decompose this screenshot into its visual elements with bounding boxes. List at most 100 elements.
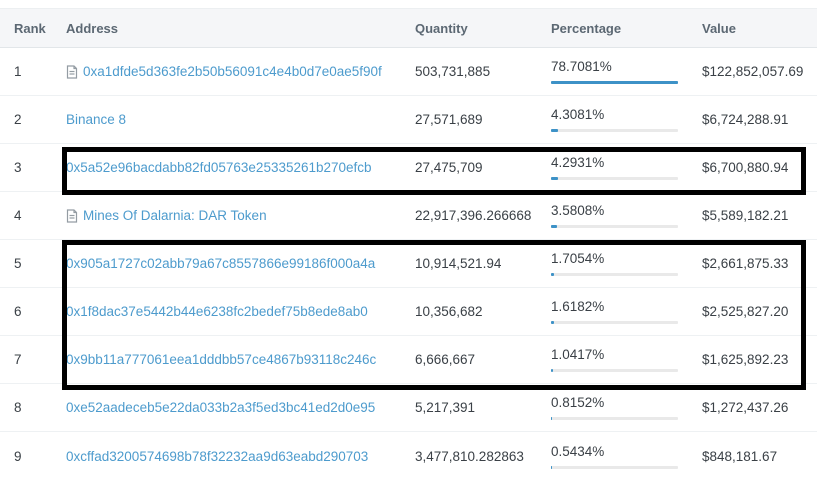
contract-document-icon <box>66 64 78 79</box>
percentage-cell: 4.2931% <box>551 144 702 191</box>
rank-cell: 3 <box>14 160 22 175</box>
value-cell: $122,852,057.69 <box>702 64 804 79</box>
quantity-cell: 27,475,709 <box>415 160 483 175</box>
address-link[interactable]: 0xe52aadeceb5e22da033b2a3f5ed3bc41ed2d0e… <box>66 400 376 415</box>
rank-cell: 9 <box>14 448 22 464</box>
value-cell: $1,625,892.23 <box>702 352 789 367</box>
rank-cell: 6 <box>14 304 22 319</box>
percentage-bar-fill <box>551 465 552 469</box>
table-row: 6 0x1f8dac37e5442b44e6238fc2bedef75b8ede… <box>0 288 817 336</box>
address-link[interactable]: 0xa1dfde5d363fe2b50b56091c4e4b0d7e0ae5f9… <box>83 64 382 79</box>
percentage-text: 0.8152% <box>551 395 605 410</box>
percentage-bar-fill <box>551 417 553 420</box>
table-row: 4 Mines Of Dalarnia: DAR Token 22,917,39… <box>0 192 817 240</box>
quantity-cell: 10,914,521.94 <box>415 256 502 271</box>
table-row: 5 0x905a1727c02abb79a67c8557866e99186f00… <box>0 240 817 288</box>
address-cell: Binance 8 <box>66 112 415 127</box>
table-row: 1 0xa1dfde5d363fe2b50b56091c4e4b0d7e0ae5… <box>0 48 817 96</box>
rank-cell: 2 <box>14 112 22 127</box>
header-value: Value <box>702 20 736 36</box>
table-body: 1 0xa1dfde5d363fe2b50b56091c4e4b0d7e0ae5… <box>0 48 817 480</box>
table-header-row: Rank Address Quantity Percentage Value <box>0 8 817 48</box>
rank-cell: 7 <box>14 352 22 367</box>
quantity-cell: 503,731,885 <box>415 64 491 79</box>
address-cell: 0xe52aadeceb5e22da033b2a3f5ed3bc41ed2d0e… <box>66 400 415 415</box>
value-cell: $2,661,875.33 <box>702 256 789 271</box>
percentage-cell: 0.8152% <box>551 384 702 431</box>
percentage-bar-track <box>551 129 678 132</box>
value-cell: $5,589,182.21 <box>702 208 789 223</box>
address-link[interactable]: 0x1f8dac37e5442b44e6238fc2bedef75b8ede8a… <box>66 304 368 319</box>
header-quantity: Quantity <box>415 20 468 36</box>
address-cell: Mines Of Dalarnia: DAR Token <box>66 208 415 223</box>
holders-table: Rank Address Quantity Percentage Value 1… <box>0 8 817 480</box>
percentage-bar-fill <box>551 369 553 372</box>
value-cell: $1,272,437.26 <box>702 400 789 415</box>
percentage-bar-track <box>551 81 678 84</box>
quantity-cell: 22,917,396.266668 <box>415 208 532 223</box>
percentage-text: 1.0417% <box>551 347 605 362</box>
address-cell: 0x905a1727c02abb79a67c8557866e99186f000a… <box>66 256 415 271</box>
address-cell: 0xa1dfde5d363fe2b50b56091c4e4b0d7e0ae5f9… <box>66 64 415 79</box>
percentage-cell: 1.0417% <box>551 336 702 383</box>
address-link[interactable]: 0x5a52e96bacdabb82fd05763e25335261b270ef… <box>66 160 372 175</box>
percentage-text: 1.7054% <box>551 251 605 266</box>
header-rank: Rank <box>14 20 46 36</box>
address-cell: 0xcffad3200574698b78f32232aa9d63eabd2907… <box>66 449 415 464</box>
quantity-cell: 10,356,682 <box>415 304 483 319</box>
address-link[interactable]: 0xcffad3200574698b78f32232aa9d63eabd2907… <box>66 448 369 464</box>
address-cell: 0x5a52e96bacdabb82fd05763e25335261b270ef… <box>66 160 415 175</box>
rank-cell: 5 <box>14 256 22 271</box>
percentage-cell: 3.5808% <box>551 192 702 239</box>
quantity-cell: 27,571,689 <box>415 112 483 127</box>
percentage-bar-fill <box>551 321 554 324</box>
value-cell: $2,525,827.20 <box>702 304 789 319</box>
percentage-text: 4.2931% <box>551 155 605 170</box>
quantity-cell: 5,217,391 <box>415 400 476 415</box>
percentage-text: 78.7081% <box>551 59 612 74</box>
value-cell: $6,700,880.94 <box>702 160 789 175</box>
quantity-cell: 6,666,667 <box>415 352 476 367</box>
percentage-bar-fill <box>551 273 554 276</box>
address-link[interactable]: 0x905a1727c02abb79a67c8557866e99186f000a… <box>66 256 376 271</box>
percentage-cell: 4.3081% <box>551 96 702 143</box>
rank-cell: 4 <box>14 208 22 223</box>
rank-cell: 1 <box>14 64 22 79</box>
percentage-cell: 1.7054% <box>551 240 702 287</box>
table-row: 2 Binance 8 27,571,689 4.3081% $6,724,28… <box>0 96 817 144</box>
percentage-bar-track <box>551 177 678 180</box>
percentage-cell: 0.5434% <box>551 432 702 480</box>
percentage-bar-fill <box>551 177 558 180</box>
percentage-bar-track <box>551 321 678 324</box>
address-link[interactable]: 0x9bb11a777061eea1dddbb57ce4867b93118c24… <box>66 352 377 367</box>
address-cell: 0x9bb11a777061eea1dddbb57ce4867b93118c24… <box>66 352 415 367</box>
header-percentage: Percentage <box>551 20 622 36</box>
table-row: 8 0xe52aadeceb5e22da033b2a3f5ed3bc41ed2d… <box>0 384 817 432</box>
percentage-bar-fill <box>551 81 678 84</box>
table-row: 3 0x5a52e96bacdabb82fd05763e25335261b270… <box>0 144 817 192</box>
rank-cell: 8 <box>14 400 22 415</box>
percentage-bar-track <box>551 369 678 372</box>
header-address: Address <box>66 20 119 36</box>
address-cell: 0x1f8dac37e5442b44e6238fc2bedef75b8ede8a… <box>66 304 415 319</box>
value-cell: $848,181.67 <box>702 448 778 464</box>
percentage-bar-track <box>551 417 678 420</box>
address-link[interactable]: Mines Of Dalarnia: DAR Token <box>83 208 267 223</box>
value-cell: $6,724,288.91 <box>702 112 789 127</box>
percentage-text: 0.5434% <box>551 443 605 459</box>
percentage-bar-fill <box>551 129 558 132</box>
percentage-text: 1.6182% <box>551 299 605 314</box>
percentage-cell: 78.7081% <box>551 48 702 95</box>
percentage-bar-track <box>551 225 678 228</box>
table-row: 7 0x9bb11a777061eea1dddbb57ce4867b93118c… <box>0 336 817 384</box>
percentage-bar-track <box>551 273 678 276</box>
percentage-bar-fill <box>551 225 557 228</box>
percentage-text: 3.5808% <box>551 203 605 218</box>
quantity-cell: 3,477,810.282863 <box>415 448 524 464</box>
address-link[interactable]: Binance 8 <box>66 112 127 127</box>
contract-document-icon <box>66 208 78 223</box>
percentage-text: 4.3081% <box>551 107 605 122</box>
table-row: 9 0xcffad3200574698b78f32232aa9d63eabd29… <box>0 432 817 480</box>
percentage-cell: 1.6182% <box>551 288 702 335</box>
